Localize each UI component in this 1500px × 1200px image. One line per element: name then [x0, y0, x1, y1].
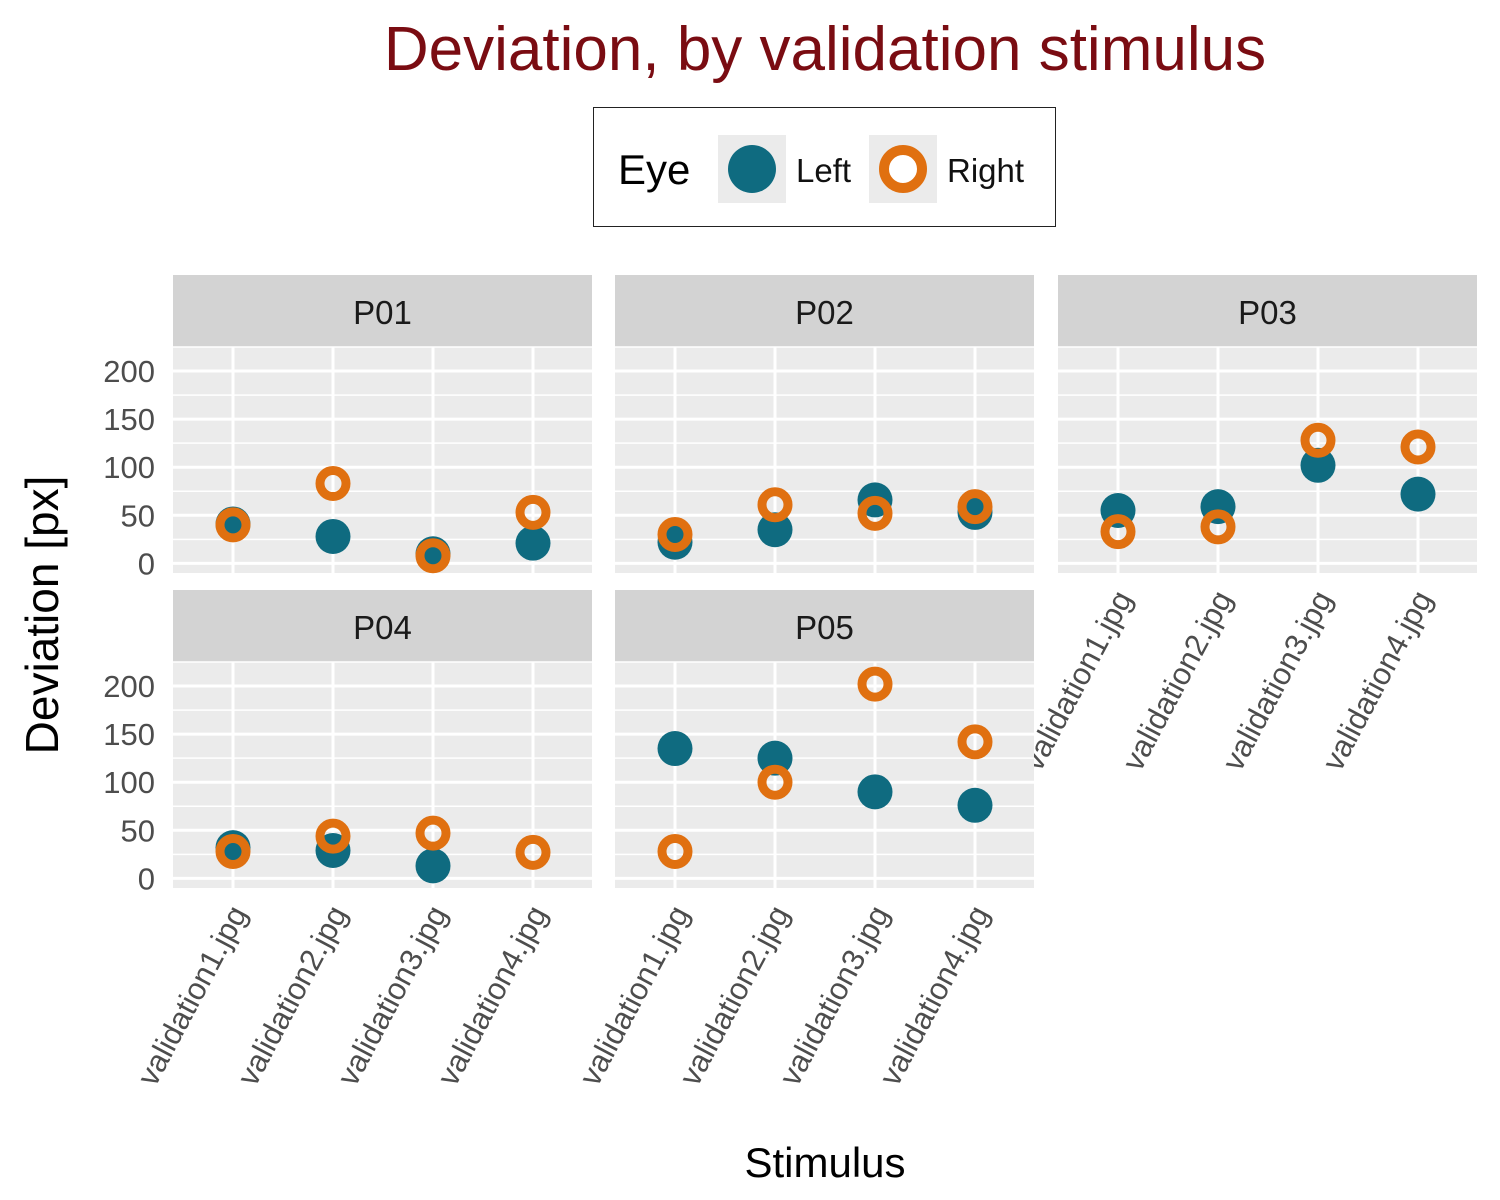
y-tick-label: 0: [138, 546, 155, 581]
panel-P03: P03validation1.jpgvalidation2.jpgvalidat…: [1015, 275, 1477, 776]
legend: Eye Left Right: [593, 107, 1056, 227]
data-point-right: [657, 517, 693, 553]
y-tick-label: 100: [103, 450, 155, 485]
data-point-left: [515, 525, 551, 561]
x-tick-label: validation2.jpg: [1115, 585, 1239, 776]
data-point-right: [215, 507, 251, 543]
x-tick-label: validation4.jpg: [872, 900, 996, 1091]
data-point-right: [415, 538, 451, 574]
data-point-right: [857, 666, 893, 702]
legend-label-right: Right: [947, 152, 1025, 189]
panel-strip-label: P05: [795, 609, 854, 646]
data-point-right: [1300, 422, 1336, 458]
data-point-left: [1300, 447, 1336, 483]
data-point-left: [757, 740, 793, 776]
data-point-left: [315, 518, 351, 554]
legend-key-left: [718, 135, 786, 203]
data-point-right: [757, 487, 793, 523]
chart-title: Deviation, by validation stimulus: [384, 15, 1266, 84]
y-tick-label: 50: [121, 498, 155, 533]
x-tick-label: validation3.jpg: [1215, 585, 1339, 776]
data-point-right: [957, 724, 993, 760]
data-point-right: [515, 834, 551, 870]
legend-title: Eye: [618, 146, 691, 193]
y-tick-label: 200: [103, 669, 155, 704]
data-point-left: [657, 731, 693, 767]
panel-strip: [1058, 275, 1477, 347]
legend-label-left: Left: [796, 152, 852, 189]
y-tick-label: 0: [138, 861, 155, 896]
panel-P04: P04050100150200validation1.jpgvalidation…: [103, 590, 592, 1091]
panel-strip-label: P03: [1238, 294, 1297, 331]
x-tick-label: validation3.jpg: [330, 900, 454, 1091]
x-tick-label: validation2.jpg: [672, 900, 796, 1091]
panel-P02: P02: [615, 275, 1034, 573]
data-point-right: [415, 815, 451, 851]
x-tick-label: validation3.jpg: [772, 900, 896, 1091]
panel-strip-label: P04: [353, 609, 412, 646]
data-point-right: [957, 489, 993, 525]
data-point-left: [957, 787, 993, 823]
data-point-right: [1100, 514, 1136, 550]
y-tick-label: 50: [121, 813, 155, 848]
data-point-right: [857, 495, 893, 531]
y-axis-label: Deviation [px]: [16, 476, 68, 755]
data-point-left: [1400, 476, 1436, 512]
y-tick-label: 200: [103, 354, 155, 389]
x-tick-label: validation2.jpg: [230, 900, 354, 1091]
panel-strip: [173, 275, 592, 347]
data-point-right: [657, 833, 693, 869]
y-tick-label: 150: [103, 717, 155, 752]
panel-strip: [173, 590, 592, 662]
data-point-left: [415, 848, 451, 884]
x-tick-label: validation4.jpg: [430, 900, 554, 1091]
legend-key-right: [869, 135, 937, 203]
panel-strip: [615, 590, 1034, 662]
panel-strip-label: P02: [795, 294, 854, 331]
data-point-right: [315, 466, 351, 502]
data-point-right: [315, 818, 351, 854]
panel-strip-label: P01: [353, 294, 412, 331]
data-point-right: [1400, 429, 1436, 465]
x-axis-label: Stimulus: [744, 1139, 905, 1186]
x-tick-label: validation1.jpg: [130, 900, 254, 1091]
y-tick-label: 150: [103, 402, 155, 437]
legend-marker-left: [728, 145, 776, 193]
panel-P01: P01 0 50 100 150 200: [103, 275, 592, 581]
data-point-left: [757, 512, 793, 548]
y-tick-label: 100: [103, 765, 155, 800]
data-point-right: [515, 494, 551, 530]
panel-strip: [615, 275, 1034, 347]
data-point-left: [857, 774, 893, 810]
panel-P05: P05validation1.jpgvalidation2.jpgvalidat…: [572, 590, 1034, 1091]
data-point-right: [757, 764, 793, 800]
data-point-right: [215, 833, 251, 869]
x-tick-label: validation4.jpg: [1315, 585, 1439, 776]
x-tick-label: validation1.jpg: [572, 900, 696, 1091]
data-point-right: [1200, 509, 1236, 545]
legend-marker-right: [879, 145, 927, 193]
